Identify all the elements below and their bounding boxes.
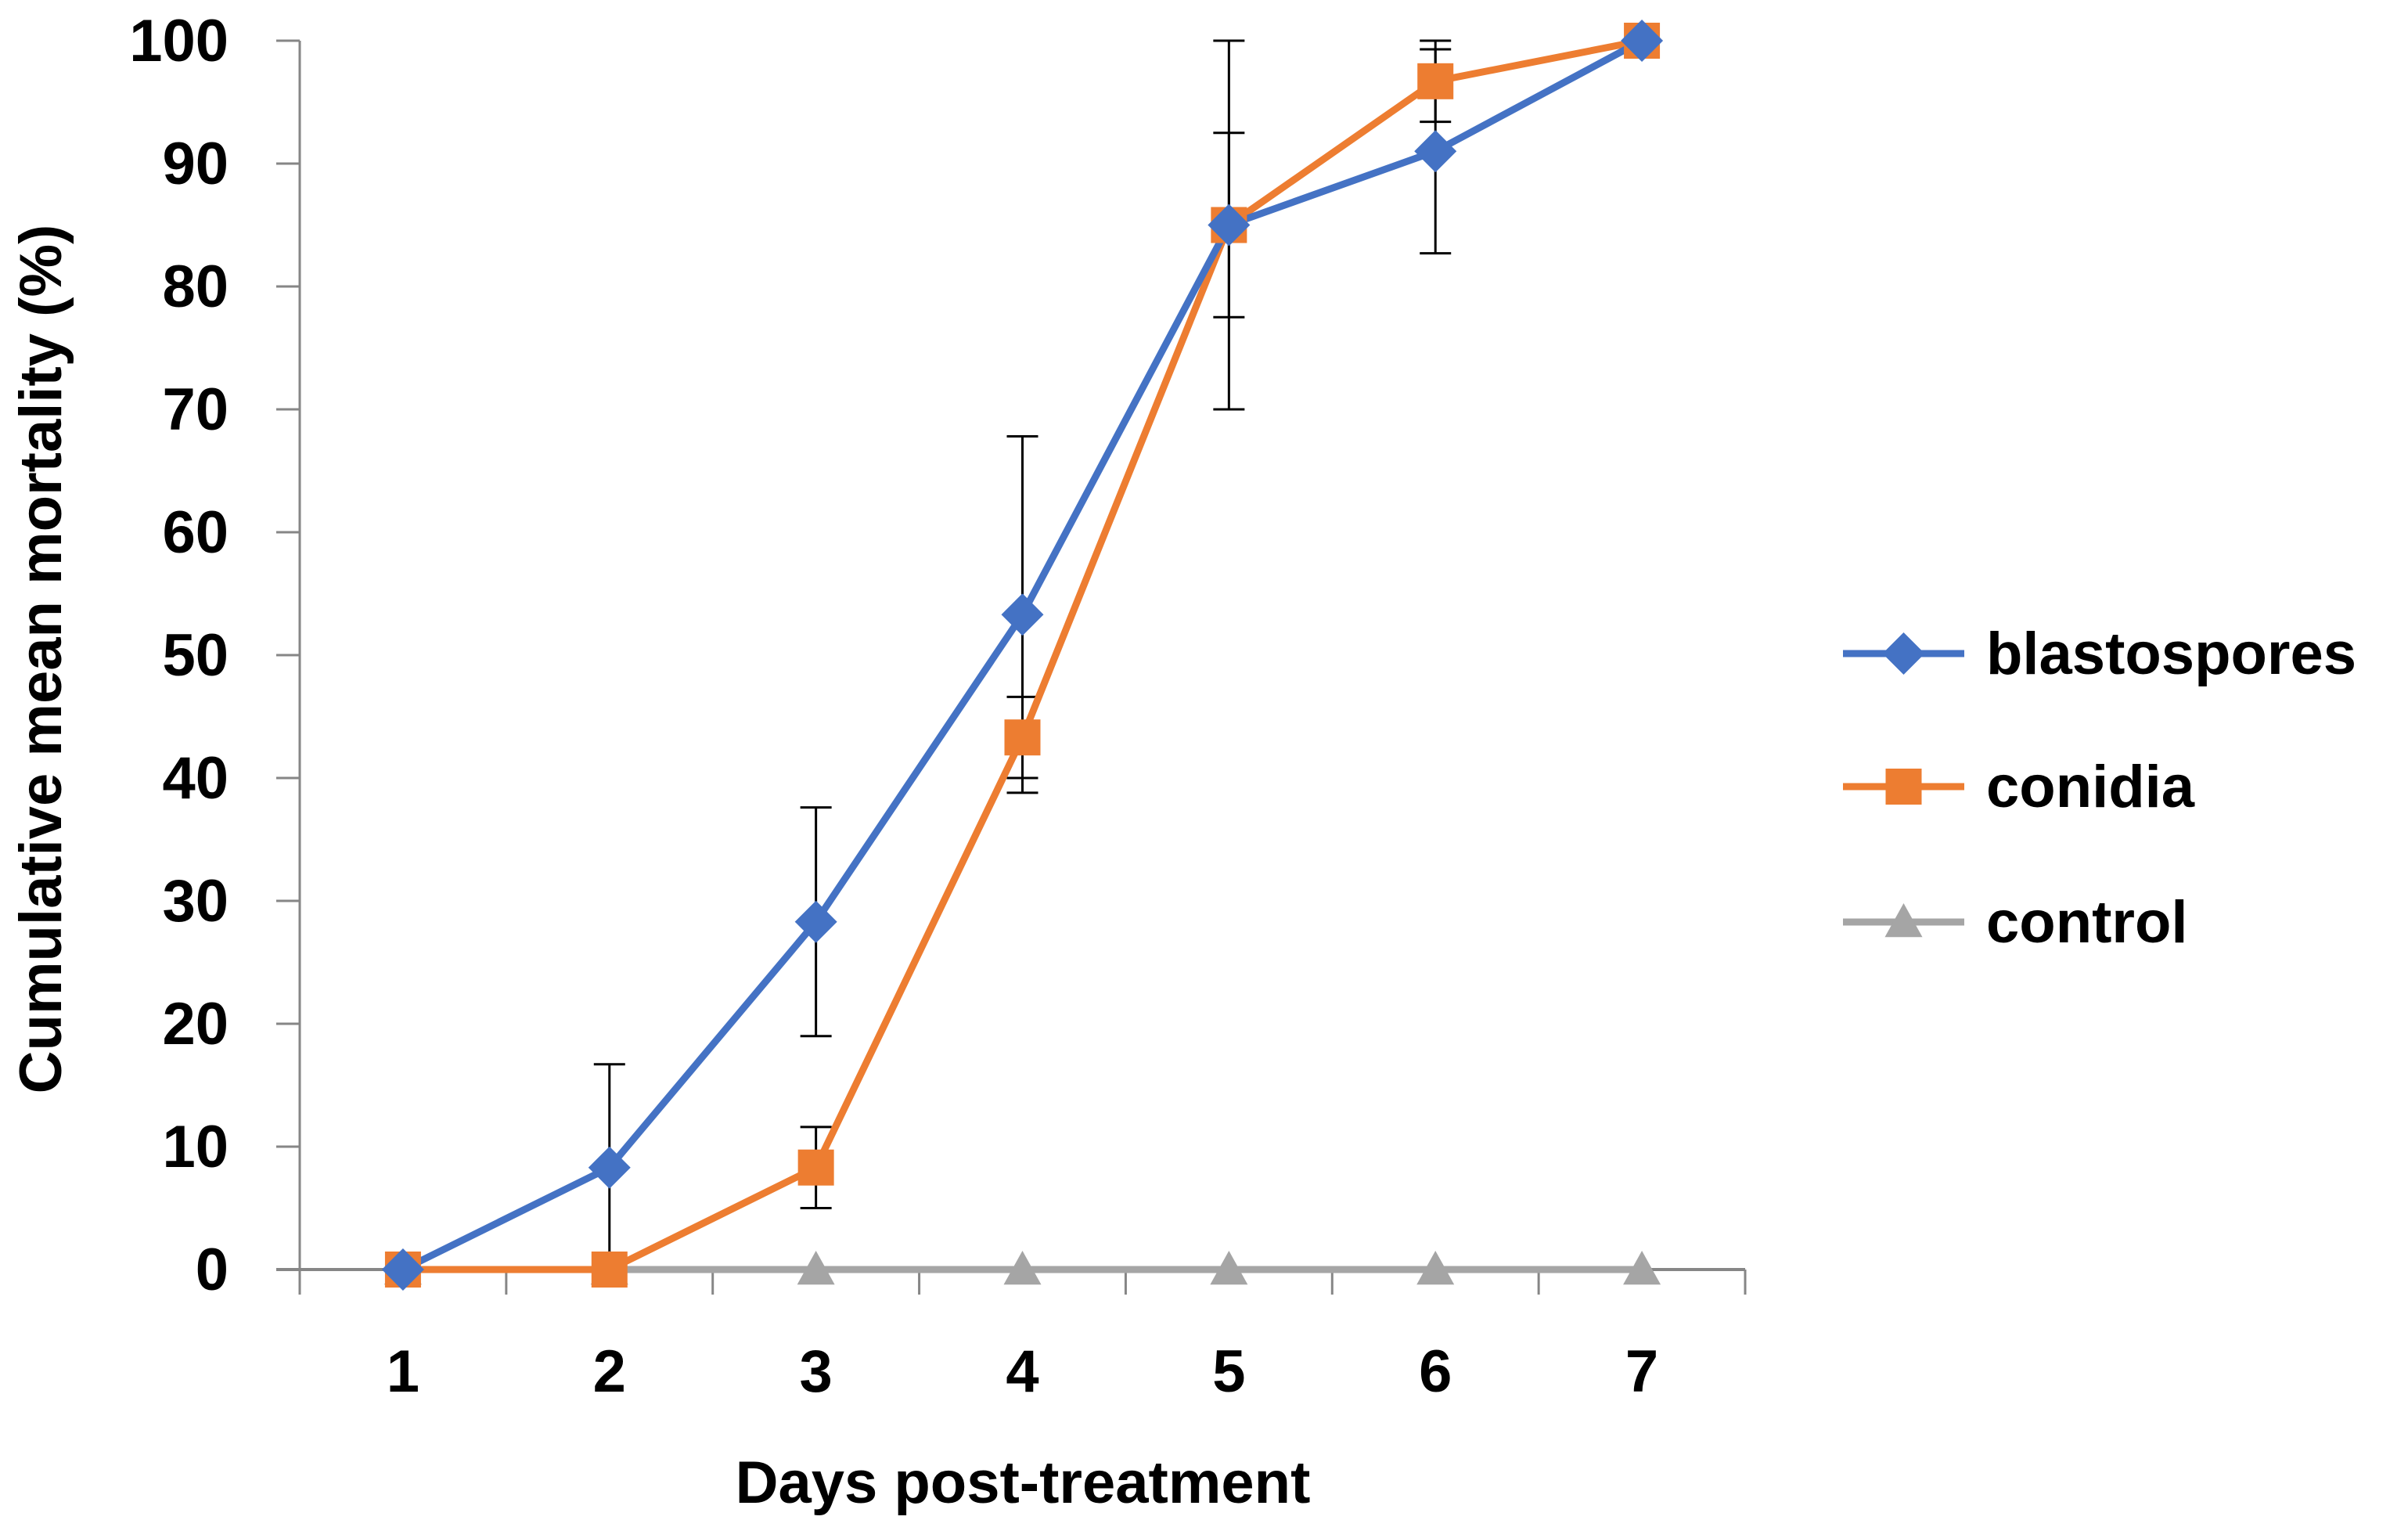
legend-blastospores-marker bbox=[1882, 632, 1925, 675]
y-tick-label: 80 bbox=[162, 254, 229, 320]
conidia-point bbox=[1004, 719, 1041, 756]
control-point bbox=[1210, 1251, 1248, 1285]
control-point bbox=[797, 1251, 835, 1285]
y-tick-label: 20 bbox=[162, 991, 229, 1057]
y-tick-label: 50 bbox=[162, 622, 229, 689]
legend: blastospores conidia control bbox=[1843, 621, 2356, 956]
x-tick-label: 3 bbox=[800, 1338, 833, 1405]
legend-conidia-marker bbox=[1885, 769, 1922, 805]
x-tick-label: 6 bbox=[1419, 1338, 1452, 1405]
y-tick-label: 100 bbox=[129, 8, 229, 74]
control-point bbox=[1003, 1251, 1042, 1285]
legend-conidia-label: conidia bbox=[1986, 754, 2195, 820]
conidia-point bbox=[1417, 63, 1454, 99]
y-tick-label: 90 bbox=[162, 131, 229, 197]
x-tick-label: 2 bbox=[593, 1338, 626, 1405]
x-tick-label: 5 bbox=[1212, 1338, 1245, 1405]
series-markers-group bbox=[381, 20, 1664, 1291]
y-axis-title: Cumulative mean mortality (%) bbox=[8, 225, 74, 1094]
blastospores-point bbox=[794, 900, 837, 943]
y-tick-label: 30 bbox=[162, 868, 229, 935]
x-tick-label: 7 bbox=[1625, 1338, 1658, 1405]
y-tick-label: 0 bbox=[196, 1237, 229, 1303]
blastospores-point bbox=[588, 1146, 631, 1189]
control-point bbox=[1623, 1251, 1661, 1285]
legend-control-label: control bbox=[1986, 889, 2188, 956]
y-tick-label: 40 bbox=[162, 745, 229, 812]
blastospores-point bbox=[1001, 593, 1044, 636]
blastospores-point bbox=[1208, 204, 1251, 247]
y-tick-label: 70 bbox=[162, 376, 229, 443]
y-tick-label: 60 bbox=[162, 499, 229, 566]
blastospores-point bbox=[1414, 130, 1457, 173]
axes-group: 0 10 20 30 40 50 60 70 80 90 100 1 2 3 4 5 6 7 bbox=[129, 8, 1747, 1405]
blastospores-point bbox=[1621, 20, 1664, 62]
control-point bbox=[1416, 1251, 1455, 1285]
error-bars-group bbox=[593, 39, 1452, 1271]
legend-control-marker bbox=[1884, 903, 1923, 938]
y-tick-label: 10 bbox=[162, 1114, 229, 1180]
blastospores-point bbox=[381, 1248, 424, 1291]
x-tick-label: 1 bbox=[387, 1338, 419, 1405]
x-tick-label: 4 bbox=[1006, 1338, 1038, 1405]
conidia-point bbox=[797, 1149, 834, 1186]
legend-blastospores-label: blastospores bbox=[1986, 621, 2356, 687]
x-axis-title: Days post-treatment bbox=[736, 1450, 1311, 1516]
conidia-point bbox=[591, 1252, 628, 1288]
